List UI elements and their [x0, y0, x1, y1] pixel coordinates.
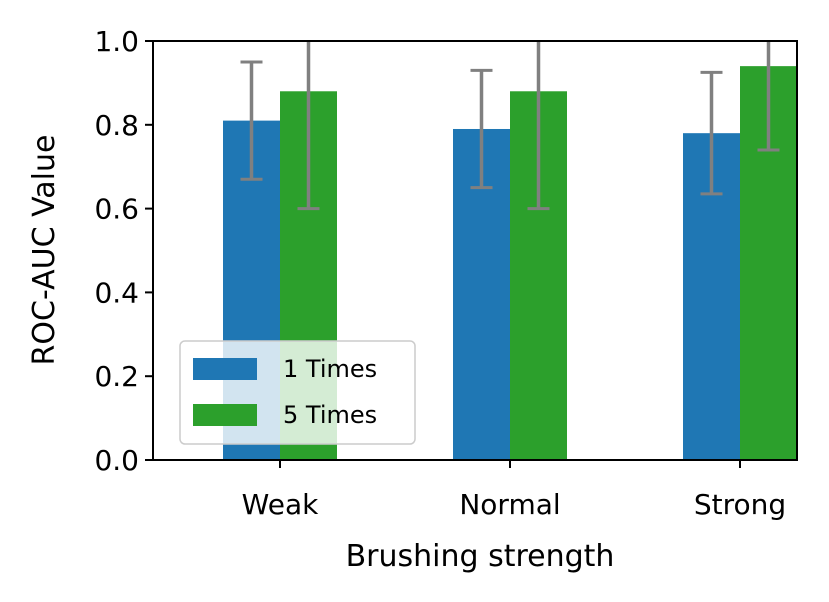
x-tick-label: Strong: [694, 488, 786, 521]
error-bar-1-times-strong: [700, 70, 723, 196]
y-tick-label: 0.2: [94, 360, 139, 393]
legend-swatch-1-times: [193, 358, 257, 380]
x-tick-label: Weak: [242, 488, 319, 521]
y-tick-label: 0.0: [94, 444, 139, 477]
error-bar-1-times-normal: [470, 68, 493, 190]
error-bar-5-times-normal: [527, 41, 550, 211]
error-bar-layer: [240, 41, 780, 211]
legend: 1 Times 5 Times: [179, 340, 416, 445]
y-tick-label: 0.4: [94, 276, 139, 309]
error-bar-1-times-weak: [240, 60, 263, 181]
legend-label-1-times: 1 Times: [283, 355, 377, 383]
y-tick-label: 0.8: [94, 109, 139, 142]
y-tick-label: 0.6: [94, 193, 139, 226]
y-axis-label: ROC-AUC Value: [27, 135, 62, 366]
error-bar-5-times-weak: [297, 41, 320, 211]
x-tick-label: Normal: [459, 488, 560, 521]
x-axis: Weak Normal Strong: [242, 460, 786, 521]
plot-frame: [152, 40, 798, 461]
legend-label-5-times: 5 Times: [283, 401, 377, 429]
legend-swatch-5-times: [193, 404, 257, 426]
x-axis-label: Brushing strength: [346, 539, 615, 574]
y-axis: 0.0 0.2 0.4 0.6 0.8 1.0: [94, 25, 153, 477]
y-tick-label: 1.0: [94, 25, 139, 58]
error-bar-5-times-strong: [757, 41, 780, 152]
